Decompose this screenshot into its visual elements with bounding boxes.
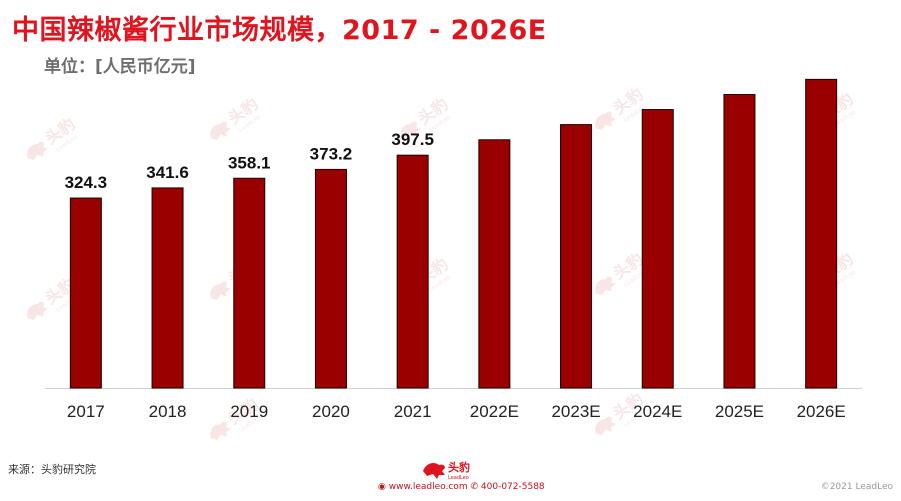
x-tick-2023E: 2023E <box>551 402 600 421</box>
phone-icon: ✆ <box>470 482 479 492</box>
value-label-2018: 341.6 <box>146 163 189 182</box>
x-tick-2025E: 2025E <box>715 402 764 421</box>
logo-text: 头豹 <box>448 460 470 474</box>
bar-2020 <box>314 168 347 389</box>
copyright: ©2021 LeadLeo <box>820 482 893 492</box>
x-tick-2020: 2020 <box>312 402 350 421</box>
bar-2017 <box>69 197 102 389</box>
x-tick-labels-group: 2017 2018 2019 2020 2021 2022E 2023E 2024E 2025E… <box>67 402 846 421</box>
x-tick-2017: 2017 <box>67 402 105 421</box>
value-label-2020: 373.2 <box>310 144 353 163</box>
x-tick-2022E: 2022E <box>470 402 519 421</box>
bar-2021 <box>396 154 429 389</box>
x-tick-2026E: 2026E <box>797 402 846 421</box>
x-tick-2018: 2018 <box>149 402 187 421</box>
unit-label: 单位：[人民币亿元] <box>44 57 196 77</box>
bar-2026E <box>805 78 838 389</box>
value-label-2019: 358.1 <box>228 153 271 172</box>
bar-2025E <box>723 93 756 389</box>
bar-2022E <box>478 139 511 389</box>
globe-icon: ◉ <box>378 482 386 492</box>
website-link[interactable]: www.leadleo.com <box>388 482 468 492</box>
value-label-2021: 397.5 <box>391 130 434 149</box>
value-label-2017: 324.3 <box>65 173 108 192</box>
bar-2018 <box>151 187 184 389</box>
bars-group <box>69 78 838 389</box>
source-note: 来源：头豹研究院 <box>8 463 96 476</box>
logo-subtext: LeadLeo <box>448 475 469 481</box>
chart-title: 中国辣椒酱行业市场规模，2017 - 2026E <box>12 15 547 46</box>
x-tick-2019: 2019 <box>230 402 268 421</box>
footer-contact: ◉ www.leadleo.com ✆ 400-072-5588 <box>378 482 545 492</box>
bar-2023E <box>560 124 593 389</box>
x-tick-2024E: 2024E <box>633 402 682 421</box>
bar-2019 <box>233 177 266 389</box>
bar-2024E <box>641 109 674 389</box>
phone-number: 400-072-5588 <box>480 482 545 492</box>
leadleo-logo: 头豹 LeadLeo <box>423 460 470 481</box>
x-tick-2021: 2021 <box>394 402 432 421</box>
value-labels-group: 324.3 341.6 358.1 373.2 397.5 <box>65 130 434 192</box>
